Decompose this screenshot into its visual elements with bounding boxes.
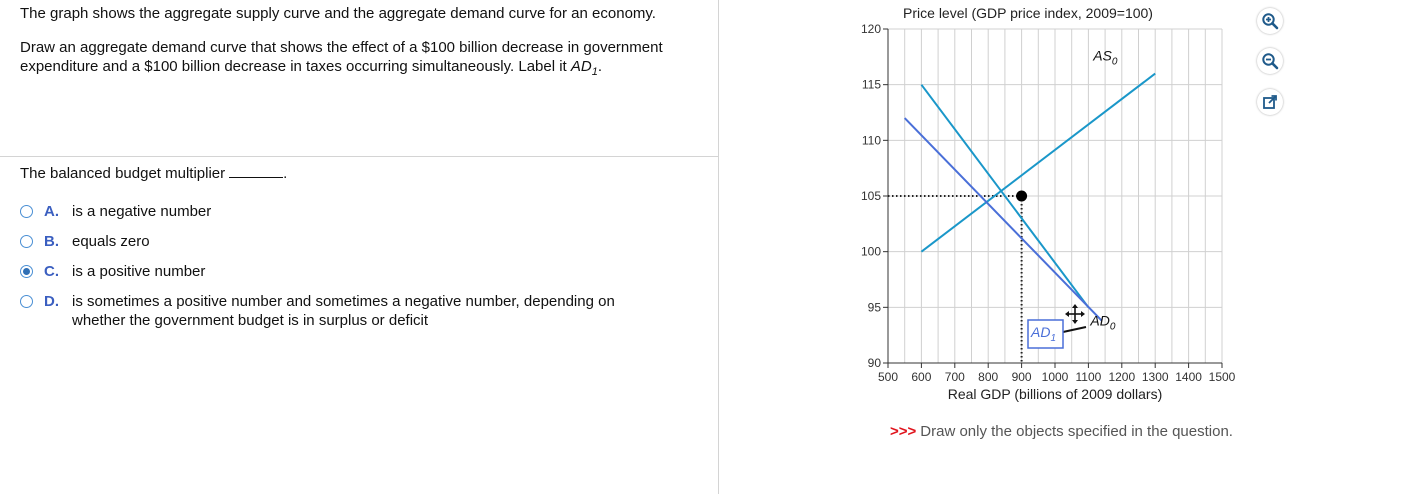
ad0-label: AD0	[1089, 312, 1115, 332]
zoom-out-icon	[1262, 53, 1279, 70]
section-divider	[0, 156, 719, 157]
zoom-in-icon	[1262, 13, 1279, 30]
y-tick-label: 95	[868, 300, 882, 314]
x-tick-label: 600	[911, 370, 931, 384]
zoom-out-button[interactable]	[1257, 48, 1283, 74]
radio-b[interactable]	[20, 235, 33, 248]
option-text: is sometimes a positive number and somet…	[72, 293, 615, 329]
as0-label-sub: 0	[1112, 57, 1118, 68]
x-tick-label: 1100	[1075, 370, 1101, 384]
move-cursor-right	[1081, 311, 1085, 317]
x-tick-label: 1500	[1209, 370, 1236, 384]
option-text: is a positive number	[72, 263, 206, 280]
instruction-arrows: >>>	[890, 423, 917, 440]
y-axis-title: Price level (GDP price index, 2009=100)	[903, 5, 1153, 21]
y-tick-label: 105	[861, 189, 881, 203]
move-cursor-up	[1072, 304, 1078, 308]
ad0-label-sub: 0	[1110, 321, 1116, 332]
y-tick-label: 120	[861, 22, 881, 36]
x-axis-title: Real GDP (billions of 2009 dollars)	[948, 386, 1163, 402]
task-end: .	[597, 58, 603, 75]
zoom-in-button[interactable]	[1257, 8, 1283, 34]
option-letter: B.	[44, 233, 59, 250]
curves[interactable]: AS0 AD0 AD1	[888, 48, 1156, 363]
x-tick-label: 1200	[1108, 370, 1135, 384]
x-tick-label: 800	[978, 370, 998, 384]
x-tick-label: 900	[1012, 370, 1032, 384]
option-text: equals zero	[72, 233, 150, 250]
question-prompt: The balanced budget multiplier.	[20, 165, 288, 182]
x-tick-label: 700	[945, 370, 965, 384]
move-cursor-down	[1072, 320, 1078, 324]
ad0-curve	[920, 84, 1090, 308]
as0-curve	[920, 72, 1156, 253]
popout-button[interactable]	[1257, 89, 1283, 115]
y-tick-label: 90	[868, 356, 882, 370]
move-cursor-left	[1065, 311, 1069, 317]
option-letter: D.	[44, 293, 59, 310]
question-pane: The graph shows the aggregate supply cur…	[0, 0, 719, 494]
x-tick-label: 1000	[1042, 370, 1069, 384]
y-tick-label: 110	[862, 133, 881, 147]
option-letter: A.	[44, 203, 59, 220]
question-intro: The graph shows the aggregate supply cur…	[20, 5, 656, 22]
instruction-line: >>> Draw only the objects specified in th…	[890, 423, 1233, 440]
equilibrium-point	[1016, 190, 1028, 202]
ad1-curve	[903, 117, 1103, 322]
popout-icon	[1263, 95, 1277, 109]
answer-blank	[229, 165, 284, 178]
move-cursor-icon	[1065, 304, 1085, 324]
y-tick-label: 100	[861, 245, 881, 259]
option-c[interactable]: C. is a positive number	[20, 262, 662, 281]
task-label: AD1	[570, 58, 598, 78]
ad1-label-box	[1027, 319, 1064, 349]
option-d[interactable]: D. is sometimes a positive number and so…	[20, 292, 662, 330]
option-b[interactable]: B. equals zero	[20, 232, 662, 251]
y-tick-label: 115	[862, 78, 881, 92]
option-text: is a negative number	[72, 203, 212, 220]
ad1-label-sub: 1	[1050, 333, 1056, 344]
instruction-text: Draw only the objects specified in the q…	[920, 423, 1233, 440]
x-tick-label: 1300	[1142, 370, 1169, 384]
as0-label: AS0	[1092, 48, 1118, 68]
radio-a[interactable]	[20, 205, 33, 218]
task-main-text: Draw an aggregate demand curve that show…	[20, 39, 663, 75]
x-tick-label: 1400	[1175, 370, 1202, 384]
radio-d[interactable]	[20, 295, 33, 308]
option-letter: C.	[44, 263, 59, 280]
ad1-label: AD1	[1030, 324, 1056, 344]
option-a[interactable]: A. is a negative number	[20, 202, 662, 221]
question-task: Draw an aggregate demand curve that show…	[20, 38, 710, 82]
ad1-label-connector	[1062, 326, 1087, 333]
x-tick-label: 500	[878, 370, 898, 384]
grid	[887, 28, 1223, 364]
radio-c[interactable]	[20, 265, 33, 278]
